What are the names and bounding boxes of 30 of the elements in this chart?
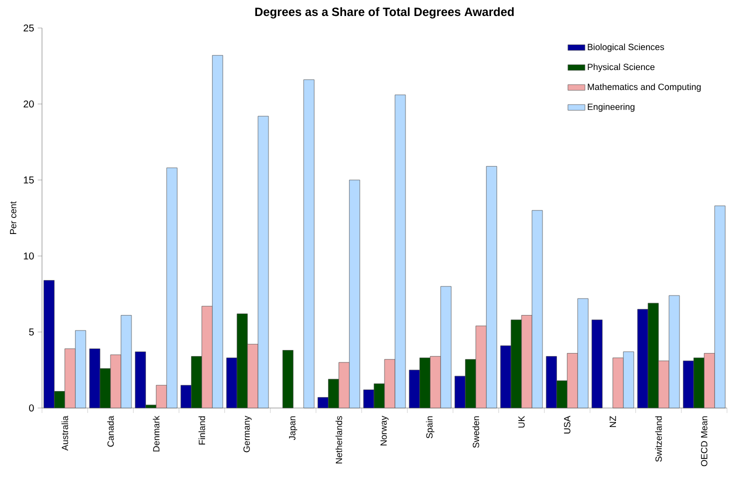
y-tick-label: 15: [24, 176, 34, 184]
y-axis-title: Per cent: [10, 201, 16, 234]
x-tick-label: Netherlands: [336, 416, 342, 464]
x-tick-label: Norway: [380, 416, 389, 446]
legend-label: Engineering: [588, 103, 634, 112]
y-tick-label: 20: [24, 100, 34, 108]
y-tick-label: 25: [24, 24, 34, 32]
x-tick-label: Switzerland: [655, 416, 662, 462]
y-tick-label: 0: [29, 404, 34, 412]
x-tick-label: OECD Mean: [700, 416, 708, 466]
x-tick-label: NZ: [610, 416, 616, 427]
x-tick-label: USA: [564, 416, 570, 434]
bar: [303, 79, 314, 408]
legend-label: Physical Science: [588, 64, 655, 72]
x-tick-label: Japan: [289, 416, 298, 440]
x-tick-label: Germany: [243, 416, 252, 452]
x-tick-label: Sweden: [472, 416, 480, 448]
x-tick-label: Finland: [198, 416, 206, 444]
x-tick-label: Australia: [62, 416, 68, 451]
x-tick-label: UK: [518, 416, 525, 428]
x-tick-label: Canada: [107, 416, 114, 447]
legend-label: Biological Sciences: [588, 44, 664, 52]
legend-label: Mathematics and Computing: [588, 83, 701, 92]
y-tick-label: 10: [24, 252, 34, 260]
bar: [592, 320, 603, 408]
chart-title: Degrees as a Share of Total Degrees Awarded: [255, 7, 514, 18]
x-tick-label: Denmark: [152, 416, 160, 452]
y-tick-label: 5: [29, 328, 34, 336]
x-tick-label: Spain: [426, 416, 434, 438]
bar: [282, 350, 294, 408]
